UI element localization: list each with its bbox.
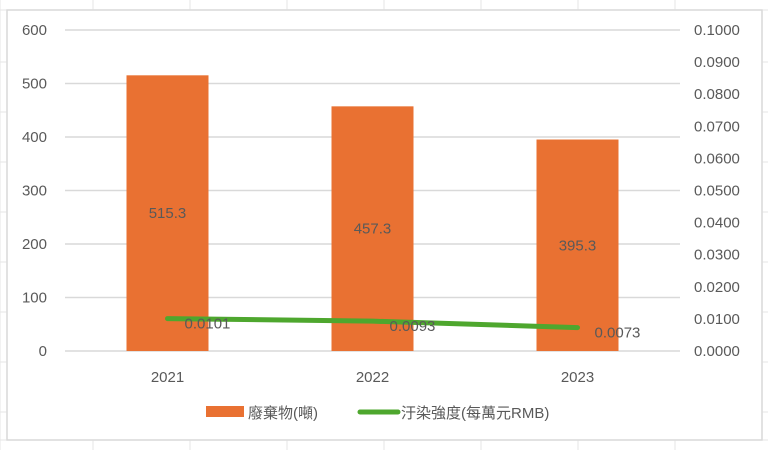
left-axis-tick-label: 0 — [39, 343, 47, 360]
legend-swatch-bar — [206, 406, 244, 417]
line-data-label: 0.0093 — [390, 318, 436, 335]
right-axis-tick-label: 0.0300 — [694, 247, 740, 264]
right-axis-tick-label: 0.0900 — [694, 54, 740, 71]
left-axis-tick-label: 200 — [22, 236, 47, 253]
right-axis-tick-label: 0.0100 — [694, 311, 740, 328]
bar-data-label: 457.3 — [354, 221, 392, 238]
x-axis-tick-label: 2021 — [151, 369, 184, 386]
left-axis-tick-label: 500 — [22, 76, 47, 93]
bar — [126, 75, 209, 351]
left-axis-tick-label: 400 — [22, 129, 47, 146]
right-axis-tick-label: 0.0400 — [694, 215, 740, 232]
legend-label-line: 汙染強度(每萬元RMB) — [401, 405, 549, 422]
bar-data-label: 395.3 — [559, 237, 597, 254]
line-data-label: 0.0073 — [595, 325, 641, 342]
right-axis-tick-label: 0.1000 — [694, 22, 740, 39]
left-axis-tick-label: 100 — [22, 290, 47, 307]
right-axis-tick-label: 0.0700 — [694, 118, 740, 135]
right-axis-tick-label: 0.0500 — [694, 183, 740, 200]
bar — [536, 139, 619, 351]
right-axis-tick-label: 0.0600 — [694, 150, 740, 167]
x-axis-tick-label: 2022 — [356, 369, 389, 386]
left-axis-tick-label: 600 — [22, 22, 47, 39]
x-axis-tick-label: 2023 — [561, 369, 594, 386]
right-axis-tick-label: 0.0000 — [694, 343, 740, 360]
bar — [331, 106, 414, 351]
right-axis-tick-label: 0.0200 — [694, 279, 740, 296]
line-data-label: 0.0101 — [185, 316, 231, 333]
left-axis-tick-label: 300 — [22, 183, 47, 200]
bar-data-label: 515.3 — [149, 205, 187, 222]
right-axis-tick-label: 0.0800 — [694, 86, 740, 103]
legend-label-bar: 廢棄物(噸) — [248, 404, 318, 422]
